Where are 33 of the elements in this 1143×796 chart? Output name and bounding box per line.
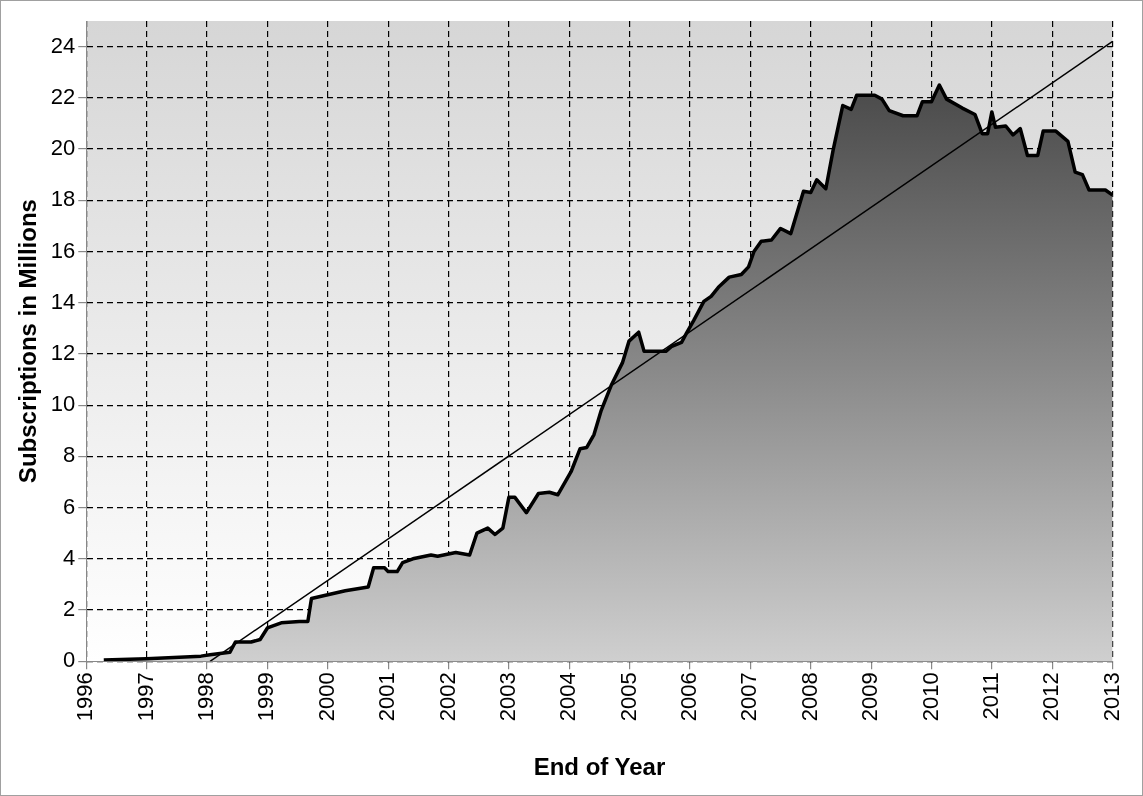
y-tick-label: 8 xyxy=(63,442,76,468)
x-tick-label: 2006 xyxy=(676,672,702,722)
x-tick-label: 2004 xyxy=(555,672,581,722)
x-tick-label: 2003 xyxy=(494,672,520,722)
x-tick-label: 2011 xyxy=(977,672,1003,720)
y-tick-label: 0 xyxy=(63,647,76,673)
y-tick-label: 14 xyxy=(50,288,76,314)
x-tick-label: 2007 xyxy=(736,672,762,722)
y-tick-label: 4 xyxy=(63,544,76,570)
y-tick-label: 18 xyxy=(50,186,76,212)
x-tick-label: 1999 xyxy=(253,672,279,722)
x-tick-label: 2010 xyxy=(917,672,943,722)
y-tick-label: 20 xyxy=(50,135,76,161)
x-tick-label: 1997 xyxy=(132,672,158,722)
x-tick-label: 2008 xyxy=(796,672,822,722)
y-tick-label: 12 xyxy=(50,340,76,365)
y-tick-label: 6 xyxy=(63,493,76,519)
y-tick-label: 24 xyxy=(50,32,76,58)
x-tick-label: 2000 xyxy=(313,672,339,722)
x-tick-label: 2005 xyxy=(615,672,641,722)
y-tick-label: 2 xyxy=(63,596,76,622)
x-tick-label: 2002 xyxy=(434,672,460,722)
x-axis-title: End of Year xyxy=(533,753,666,781)
y-tick-label: 10 xyxy=(50,391,76,417)
x-tick-label: 2009 xyxy=(857,672,883,722)
y-tick-label: 22 xyxy=(50,83,76,109)
x-tick-label: 2013 xyxy=(1098,672,1124,722)
x-tick-label: 2012 xyxy=(1038,672,1064,722)
x-tick-label: 1996 xyxy=(72,672,98,722)
x-tick-label: 1998 xyxy=(193,672,219,722)
y-axis-title: Subscriptions in Millions xyxy=(14,199,42,484)
y-tick-label: 16 xyxy=(50,237,76,263)
x-tick-label: 2001 xyxy=(374,672,400,722)
